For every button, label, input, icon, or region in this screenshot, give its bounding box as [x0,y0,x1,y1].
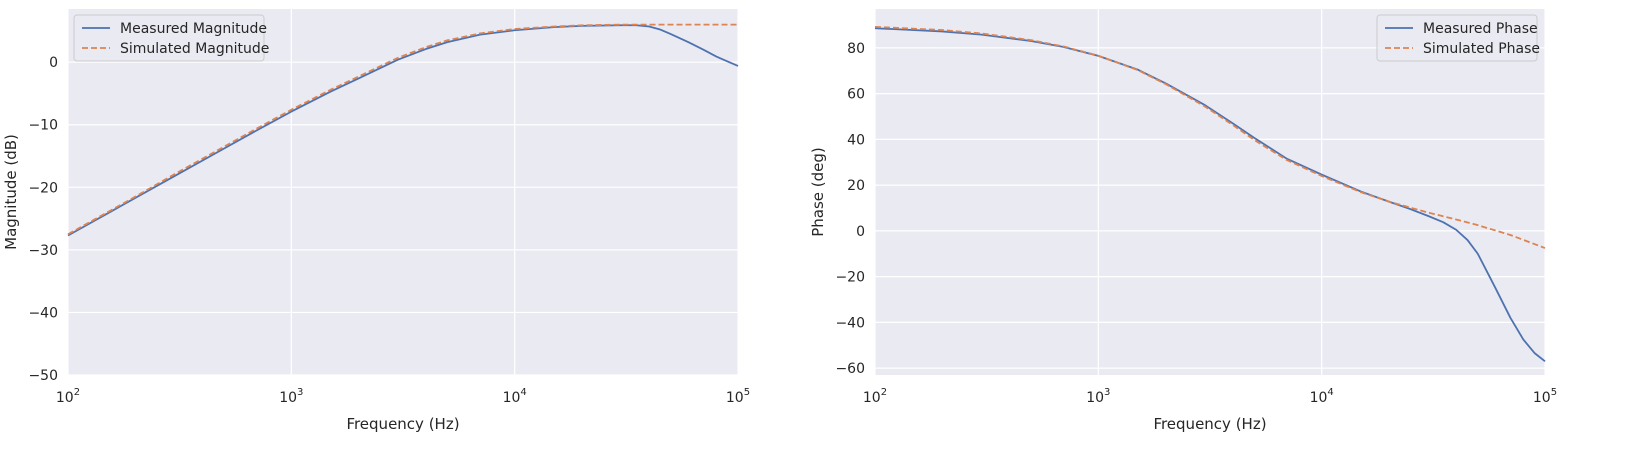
magnitude-y-tick-label: −30 [28,243,58,259]
phase-series-line-2 [874,25,1546,249]
magnitude-x-tick-label: 103 [279,387,303,406]
phase-y-tick-label: 40 [847,132,865,148]
phase-y-tick-label: 0 [856,224,865,240]
magnitude-y-axis-label: Magnitude (dB) [2,134,20,250]
magnitude-y-tick-label: 0 [49,55,58,71]
phase-legend-label-1: Measured Phase [1423,21,1538,37]
magnitude-y-tick-label: −20 [28,180,58,196]
magnitude-legend-label-2: Simulated Magnitude [120,41,269,57]
phase-y-tick-label: 60 [847,87,865,103]
magnitude-legend: Measured Magnitude Simulated Magnitude [73,14,269,62]
magnitude-series [67,23,739,237]
magnitude-y-tick-label: −10 [28,118,58,134]
phase-y-tick-label: −40 [835,315,865,331]
phase-legend-label-2: Simulated Phase [1423,41,1540,57]
phase-series [874,25,1546,362]
phase-x-tick-label: 104 [1310,387,1334,406]
phase-x-tick-label: 102 [863,387,887,406]
magnitude-y-tick-label: −50 [28,368,58,384]
magnitude-y-tick-label: −40 [28,305,58,321]
phase-tick-labels: 102 103 104 105 80 60 40 20 0 −20 −40 −60 [835,41,1557,406]
magnitude-grid [67,9,739,376]
phase-y-tick-label: 80 [847,41,865,57]
magnitude-legend-label-1: Measured Magnitude [120,21,267,37]
phase-plot-background [875,9,1545,375]
magnitude-legend-frame [73,14,265,62]
phase-plot: 102 103 104 105 80 60 40 20 0 −20 −40 −60 Frequency… [809,9,1557,433]
magnitude-tick-labels: 102 103 104 105 0 −10 −20 −30 −40 −50 [28,55,750,406]
phase-series-line-1 [874,27,1546,362]
phase-y-tick-label: 20 [847,178,865,194]
magnitude-x-tick-label: 105 [726,387,750,406]
magnitude-x-tick-label: 104 [503,387,527,406]
phase-y-tick-label: −20 [835,270,865,286]
magnitude-x-tick-label: 102 [56,387,80,406]
phase-y-tick-label: −60 [835,361,865,377]
magnitude-plot-background [68,9,738,375]
magnitude-x-axis-label: Frequency (Hz) [346,415,459,433]
phase-x-tick-label: 103 [1086,387,1110,406]
magnitude-series-line-1 [67,24,739,237]
phase-x-tick-label: 105 [1533,387,1557,406]
phase-y-axis-label: Phase (deg) [809,147,827,237]
magnitude-plot: 102 103 104 105 0 −10 −20 −30 −40 −50 Frequency (… [2,9,750,433]
phase-grid [874,9,1546,375]
phase-x-axis-label: Frequency (Hz) [1153,415,1266,433]
phase-legend-frame [1376,14,1538,62]
phase-legend: Measured Phase Simulated Phase [1376,14,1540,62]
